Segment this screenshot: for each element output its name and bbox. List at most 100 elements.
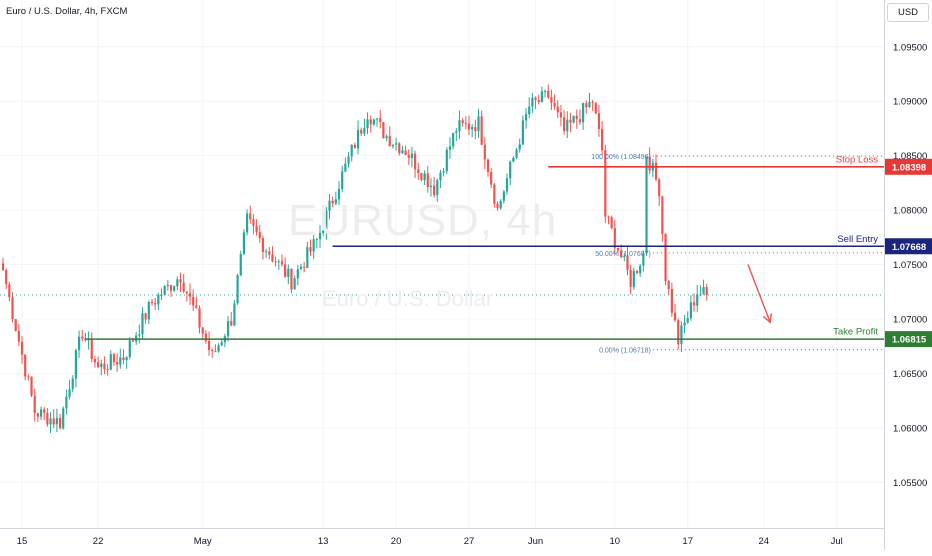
time-tick-label: 20 — [391, 536, 402, 547]
candle-body — [255, 225, 258, 233]
candle — [265, 248, 268, 258]
candle-body — [452, 132, 455, 147]
candle — [328, 193, 331, 220]
candle-body — [287, 268, 290, 277]
candle-body — [556, 106, 559, 113]
candle — [14, 318, 17, 332]
arrow-head — [762, 313, 773, 324]
time-tick-label: 15 — [17, 536, 28, 547]
candle-body — [696, 294, 699, 306]
candle-body — [575, 115, 578, 120]
candle-body — [436, 180, 439, 196]
candle-body — [363, 128, 366, 134]
candle-body — [306, 247, 309, 268]
candle-body — [667, 280, 670, 290]
stop-loss-price-badge — [885, 158, 932, 175]
candle-body — [204, 333, 207, 341]
candle — [252, 214, 255, 235]
candle — [93, 355, 97, 368]
candle — [543, 89, 547, 98]
candle — [271, 246, 274, 263]
candle — [71, 375, 74, 393]
candle — [369, 115, 372, 133]
candle-body — [486, 159, 490, 173]
candle-body — [230, 321, 233, 326]
candle — [499, 199, 502, 210]
candle — [696, 284, 699, 313]
candle-body — [417, 169, 420, 174]
candle-body — [198, 308, 201, 328]
candle-body — [125, 357, 128, 361]
candle — [521, 115, 524, 146]
chart-area[interactable]: 100.00% (1.08496) 50.00% (1.07607) 0.00% (… — [0, 0, 884, 528]
candle-body — [188, 293, 192, 297]
candle-body — [36, 413, 39, 417]
candle-body — [30, 376, 33, 396]
candle-body — [328, 200, 331, 211]
candle-body — [236, 275, 239, 304]
candle-body — [265, 251, 268, 253]
candle — [553, 94, 556, 111]
candle-body — [138, 334, 141, 336]
candle — [572, 115, 575, 124]
chart-canvas[interactable]: 100.00% (1.08496) 50.00% (1.07607) 0.00% (… — [0, 0, 884, 528]
candle — [280, 254, 284, 267]
candle — [236, 273, 239, 305]
candle — [404, 145, 407, 156]
candle — [68, 379, 71, 400]
candle-body — [493, 184, 496, 204]
candle-body — [27, 376, 30, 378]
candle-body — [347, 156, 350, 164]
candle — [207, 331, 211, 356]
candle-body — [426, 173, 429, 188]
candle — [90, 332, 93, 363]
candle — [445, 147, 448, 175]
candle-body — [290, 268, 293, 290]
price-tick-label: 1.08500 — [893, 151, 927, 162]
candle — [648, 147, 651, 175]
candle-body — [182, 282, 185, 292]
symbol-title[interactable]: Euro / U.S. Dollar, 4h, FXCM — [6, 6, 128, 17]
candle — [654, 154, 658, 182]
candle-body — [604, 150, 607, 217]
candle — [379, 109, 382, 129]
candle — [188, 283, 192, 306]
candle-body — [258, 232, 261, 239]
candle — [597, 104, 601, 137]
candle — [87, 331, 90, 350]
candle-body — [331, 200, 334, 204]
candle — [312, 232, 315, 259]
candle-body — [692, 302, 696, 306]
candle-body — [46, 412, 49, 425]
candle — [372, 118, 375, 126]
candle — [613, 220, 616, 255]
candle-body — [477, 116, 480, 132]
candle-body — [483, 144, 486, 160]
candle-body — [543, 90, 547, 92]
candle-body — [8, 284, 11, 298]
candle-body — [68, 389, 71, 397]
candle-body — [293, 278, 296, 290]
candle-body — [312, 239, 315, 252]
time-tick-label: 13 — [318, 536, 329, 547]
candle-body — [334, 199, 337, 204]
candle-body — [97, 362, 100, 368]
time-axis[interactable]: 15 22 May 13 20 27 Jun 10 17 24 Jul — [0, 528, 884, 551]
candle-body — [239, 253, 242, 276]
candle-body — [566, 119, 569, 131]
candle-body — [372, 119, 375, 125]
currency-selector[interactable]: USD — [887, 3, 929, 22]
candle-body — [179, 279, 182, 283]
price-tick-label: 1.06000 — [893, 423, 927, 434]
candle-body — [341, 171, 344, 189]
price-axis[interactable]: 1.09500 1.09000 1.08500 1.08000 1.07500 1.070… — [884, 0, 932, 550]
candle-body — [360, 129, 363, 134]
candle — [242, 229, 246, 255]
candle — [198, 305, 201, 334]
candle-body — [322, 230, 325, 233]
candle — [388, 126, 391, 147]
candle — [347, 152, 350, 168]
candle-body — [423, 173, 426, 181]
price-tick-label: 1.07000 — [893, 314, 927, 325]
candle-body — [420, 173, 423, 181]
